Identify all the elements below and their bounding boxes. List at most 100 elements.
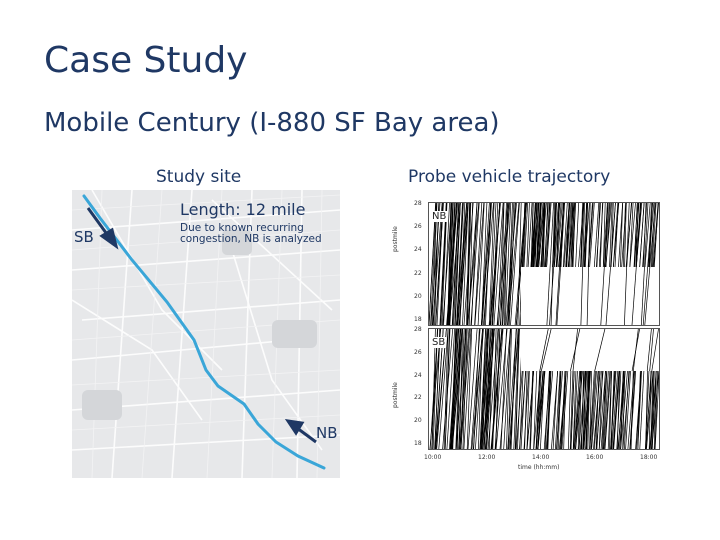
trajectory-line	[503, 329, 512, 449]
trajectory-line	[451, 329, 464, 449]
trajectory-line	[497, 203, 505, 325]
map-minor-streets	[72, 190, 340, 478]
trajectory-line	[654, 369, 659, 449]
trajectory-line	[443, 329, 449, 449]
trajectory-line	[452, 203, 460, 325]
trajectory-line	[474, 203, 483, 325]
trajectory-line	[651, 329, 659, 372]
trajectory-line	[478, 329, 483, 449]
trajectory-line	[504, 203, 508, 325]
trajectory-line	[500, 329, 507, 449]
sb-y-axis-label: postmile	[392, 382, 399, 408]
analysis-note: Due to known recurring congestion, NB is…	[180, 223, 322, 245]
trajectory-line	[441, 203, 448, 325]
trajectory-line	[556, 203, 566, 325]
trajectory-line	[631, 203, 642, 325]
map-streets	[72, 190, 340, 478]
trajectory-line	[446, 329, 456, 449]
nb-panel-label: NB	[431, 211, 448, 222]
sb-sparse-lines	[539, 329, 659, 372]
i880-route	[82, 194, 326, 470]
trajectory-line	[467, 203, 478, 325]
trajectory-line	[460, 329, 471, 449]
analysis-note-line-2: congestion, NB is analyzed	[180, 233, 322, 245]
trajectory-line	[570, 329, 581, 372]
sb-trajectory-panel: SB	[428, 328, 660, 450]
trajectory-line	[491, 203, 501, 325]
trajectory-line	[457, 203, 468, 325]
trajectory-line	[470, 203, 480, 325]
trajectory-line	[435, 203, 443, 325]
trajectory-line	[458, 203, 469, 325]
trajectory-line	[505, 203, 517, 325]
nb-label: NB	[316, 424, 338, 442]
trajectory-line	[453, 203, 461, 325]
trajectory-line	[580, 203, 585, 325]
study-site-caption: Study site	[156, 167, 242, 187]
trajectory-caption: Probe vehicle trajectory	[408, 167, 611, 187]
trajectory-line	[624, 203, 630, 325]
trajectory-line	[481, 329, 490, 449]
trajectory-line	[555, 203, 564, 325]
trajectory-line	[450, 329, 460, 449]
trajectory-line	[546, 203, 554, 325]
trajectory-line	[483, 203, 492, 325]
sb-y-tick: 28	[414, 326, 422, 333]
trajectory-line	[507, 203, 513, 325]
trajectory-line	[483, 203, 494, 325]
trajectory-line	[435, 329, 444, 449]
sb-y-tick: 26	[414, 348, 422, 356]
trajectory-line	[444, 329, 451, 449]
nb-arrow-icon	[284, 419, 317, 444]
trajectory-line	[489, 203, 497, 325]
trajectory-line	[510, 203, 520, 325]
nb-y-tick: 24	[414, 246, 422, 254]
trajectory-line	[508, 329, 512, 449]
trajectory-line	[459, 203, 469, 325]
trajectory-line	[434, 329, 441, 449]
study-site-map: SB NB Length: 12 mile Due to known recur…	[72, 190, 340, 478]
trajectory-line	[491, 329, 503, 449]
trajectory-line	[504, 203, 512, 325]
trajectory-line	[651, 365, 659, 449]
trajectory-line	[649, 329, 654, 372]
sb-label: SB	[74, 228, 94, 246]
trajectory-line	[484, 329, 495, 449]
trajectory-line	[432, 203, 443, 325]
trajectory-line	[436, 203, 444, 325]
trajectory-line	[490, 329, 503, 449]
trajectory-line	[517, 203, 522, 325]
nb-y-tick: 26	[414, 223, 422, 231]
trajectory-line	[462, 203, 469, 325]
trajectory-line	[467, 203, 472, 325]
analysis-note-line-1: Due to known recurring	[180, 222, 304, 234]
trajectory-line	[516, 203, 527, 325]
nb-sparse-lines	[546, 203, 656, 325]
slide-subtitle: Mobile Century (I-880 SF Bay area)	[44, 108, 500, 138]
trajectory-line	[456, 203, 464, 325]
trajectory-line	[600, 203, 609, 325]
sb-y-tick: 18	[414, 440, 422, 447]
trajectory-line	[430, 203, 441, 325]
trajectory-line	[474, 203, 485, 325]
trajectory-line	[499, 203, 511, 325]
trajectory-line	[477, 203, 485, 325]
map-parks	[82, 230, 317, 420]
trajectory-line	[442, 203, 453, 325]
trajectory-line	[586, 203, 591, 325]
trajectory-line	[473, 329, 480, 449]
nb-y-tick: 22	[414, 269, 422, 277]
trajectory-line	[508, 329, 520, 449]
trajectory-line	[467, 329, 478, 449]
sb-y-tick: 24	[414, 371, 422, 379]
nb-y-tick: 28	[414, 200, 422, 207]
sb-arrow-icon	[86, 207, 119, 250]
trajectory-line	[452, 329, 457, 449]
nb-free-flow-area	[521, 267, 659, 325]
trajectory-line	[466, 203, 470, 325]
trajectory-line	[435, 329, 447, 449]
x-tick: 16:00	[586, 454, 604, 461]
sb-trajectory-plot	[429, 329, 659, 449]
length-label: Length: 12 mile	[180, 200, 306, 219]
slide-title: Case Study	[44, 40, 248, 81]
